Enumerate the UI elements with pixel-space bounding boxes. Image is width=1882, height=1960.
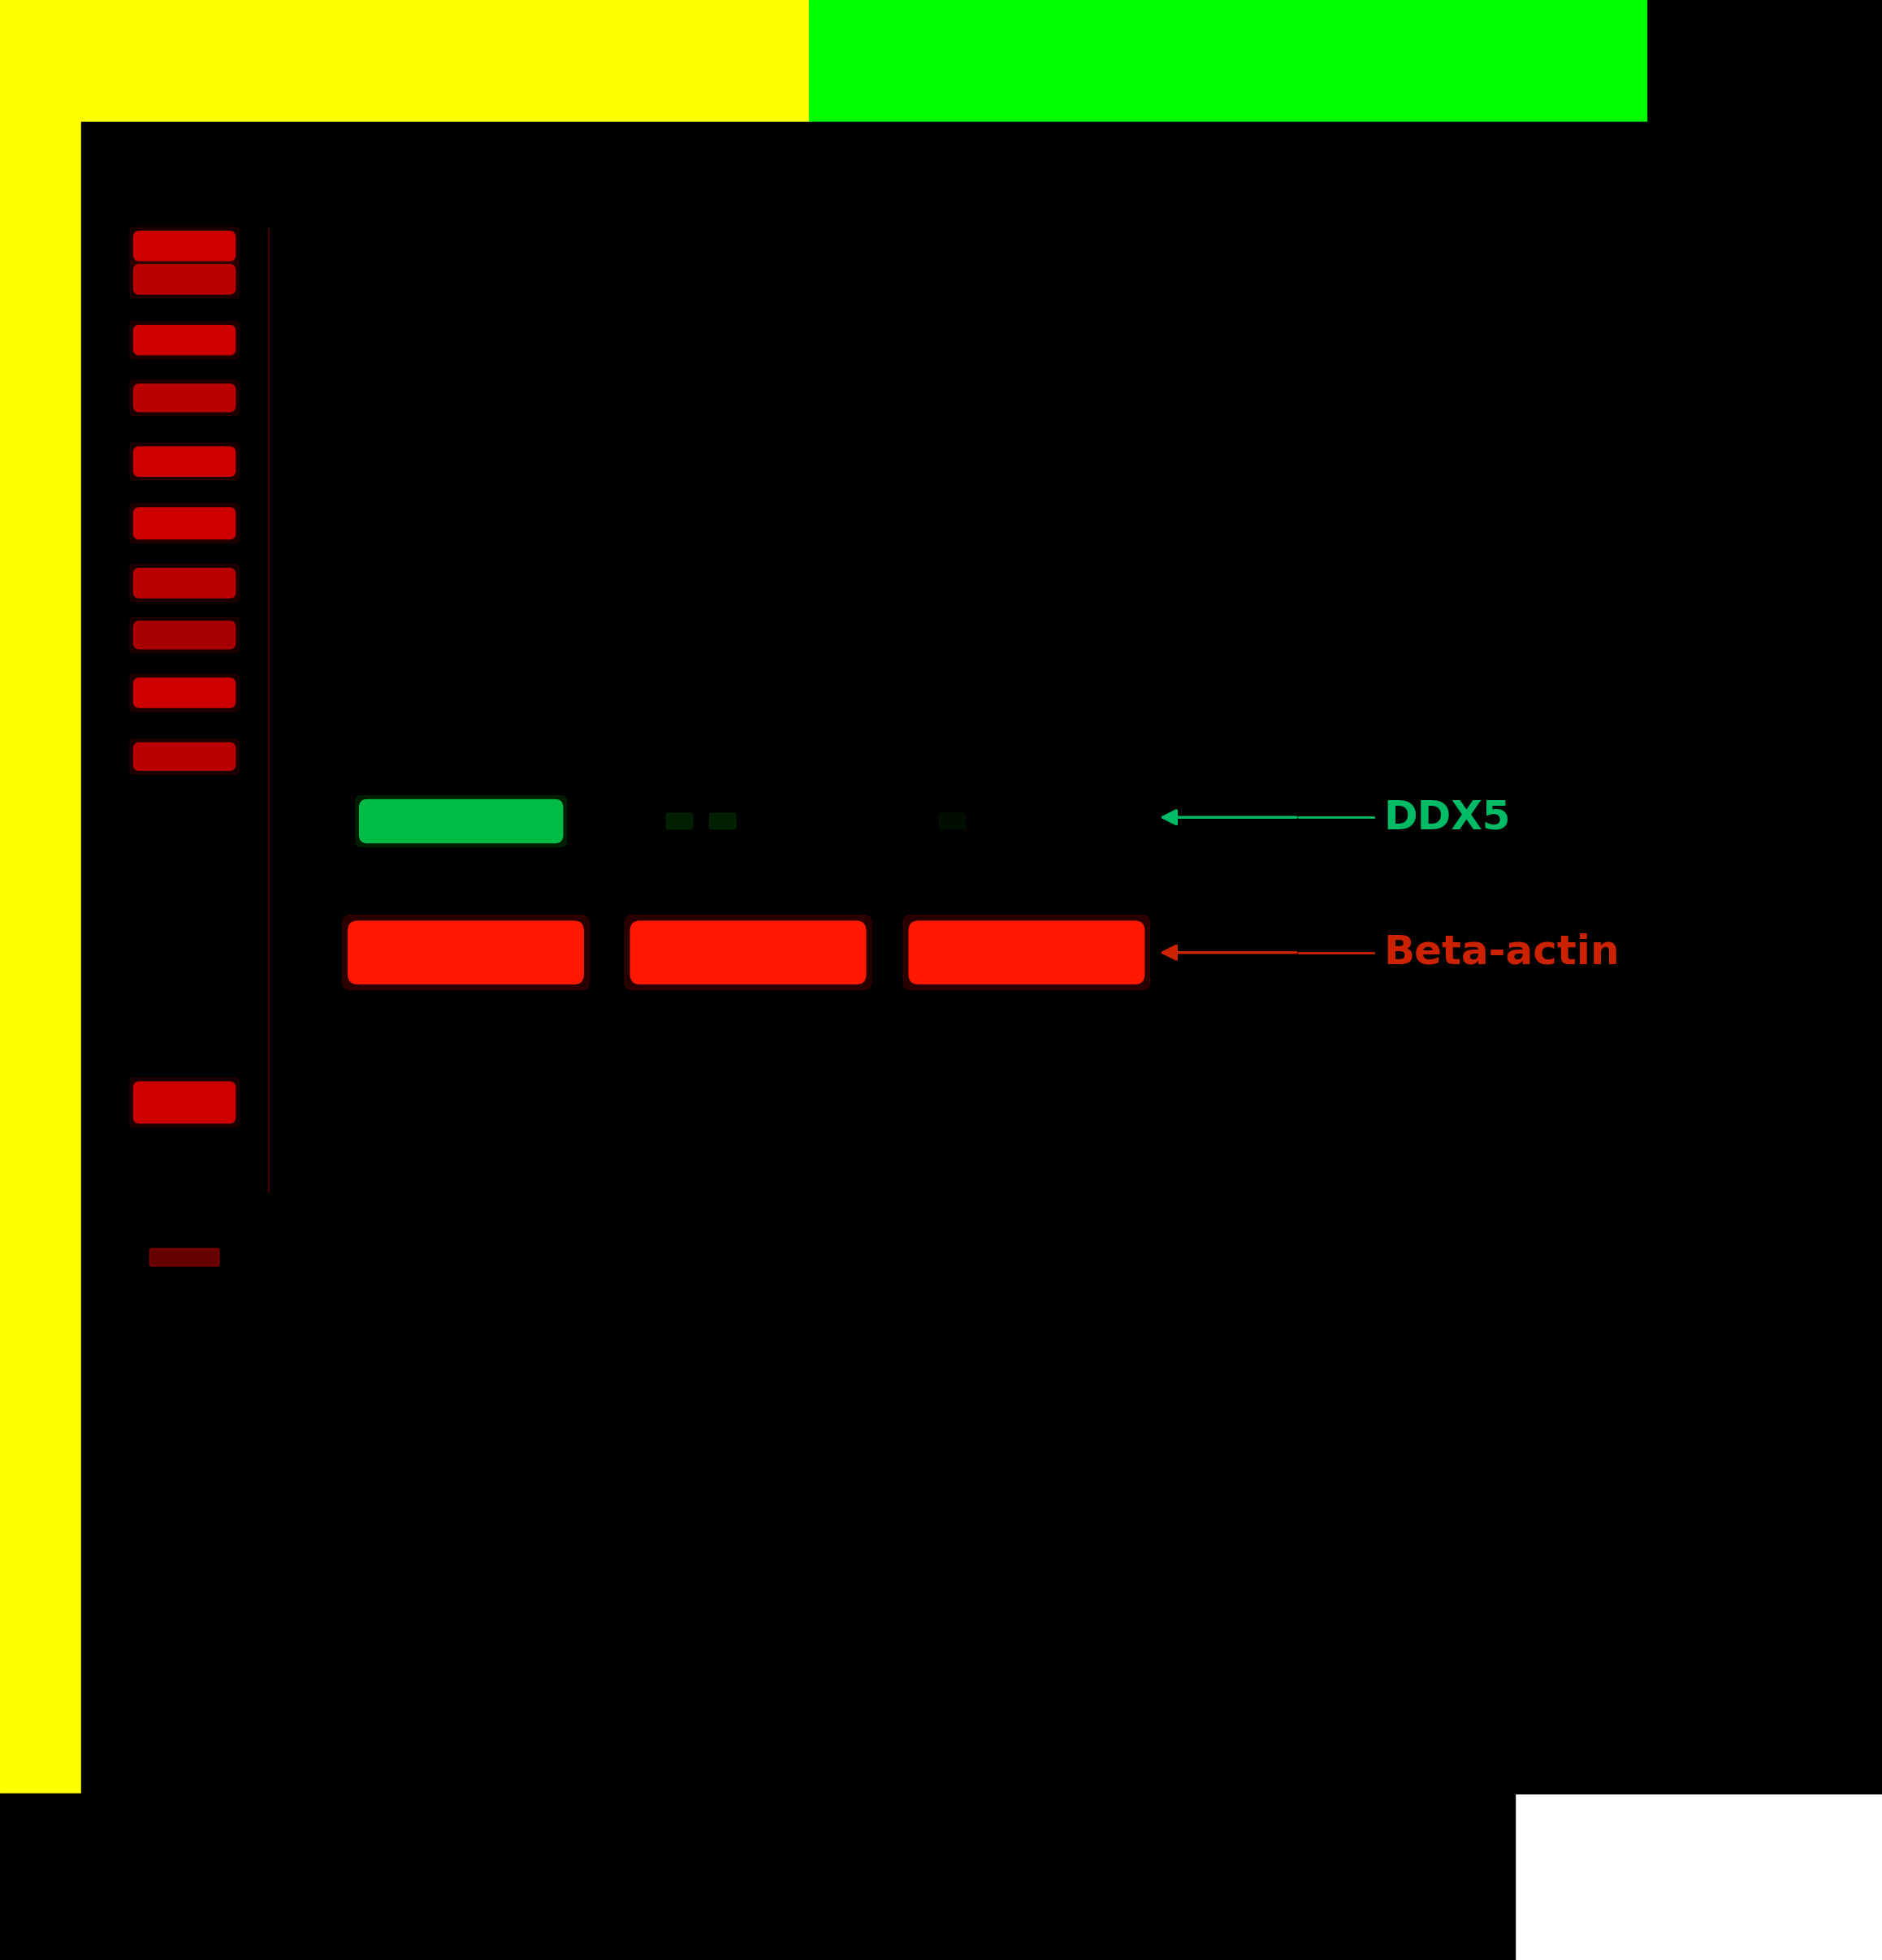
Bar xyxy=(0,0,1619,122)
Bar xyxy=(81,122,1882,1793)
FancyBboxPatch shape xyxy=(939,813,965,829)
FancyBboxPatch shape xyxy=(134,384,235,412)
FancyBboxPatch shape xyxy=(130,674,239,711)
FancyBboxPatch shape xyxy=(909,921,1144,984)
FancyBboxPatch shape xyxy=(134,621,235,649)
FancyBboxPatch shape xyxy=(134,743,235,770)
FancyBboxPatch shape xyxy=(130,261,239,298)
FancyBboxPatch shape xyxy=(134,231,235,261)
FancyBboxPatch shape xyxy=(903,915,1150,990)
FancyBboxPatch shape xyxy=(130,504,239,543)
FancyBboxPatch shape xyxy=(130,739,239,774)
FancyBboxPatch shape xyxy=(130,227,239,265)
Bar xyxy=(809,0,1647,122)
FancyBboxPatch shape xyxy=(666,813,693,829)
Bar xyxy=(0,1793,1515,1960)
Bar xyxy=(0,0,81,1793)
FancyBboxPatch shape xyxy=(134,568,235,598)
Bar xyxy=(1515,735,1882,1960)
FancyBboxPatch shape xyxy=(356,796,566,847)
FancyBboxPatch shape xyxy=(348,921,583,984)
FancyBboxPatch shape xyxy=(343,915,589,990)
FancyBboxPatch shape xyxy=(359,800,563,843)
FancyBboxPatch shape xyxy=(134,508,235,539)
FancyBboxPatch shape xyxy=(130,564,239,602)
FancyBboxPatch shape xyxy=(630,921,866,984)
FancyBboxPatch shape xyxy=(134,1082,235,1123)
FancyBboxPatch shape xyxy=(130,380,239,416)
FancyBboxPatch shape xyxy=(151,1249,218,1266)
FancyBboxPatch shape xyxy=(134,265,235,294)
FancyBboxPatch shape xyxy=(710,813,736,829)
FancyBboxPatch shape xyxy=(134,447,235,476)
FancyBboxPatch shape xyxy=(130,1078,239,1127)
FancyBboxPatch shape xyxy=(130,321,239,359)
FancyBboxPatch shape xyxy=(130,443,239,480)
FancyBboxPatch shape xyxy=(625,915,871,990)
FancyBboxPatch shape xyxy=(134,325,235,355)
Text: DDX5: DDX5 xyxy=(1383,798,1511,837)
FancyBboxPatch shape xyxy=(130,617,239,653)
FancyBboxPatch shape xyxy=(134,678,235,708)
Text: Beta-actin: Beta-actin xyxy=(1383,933,1619,972)
